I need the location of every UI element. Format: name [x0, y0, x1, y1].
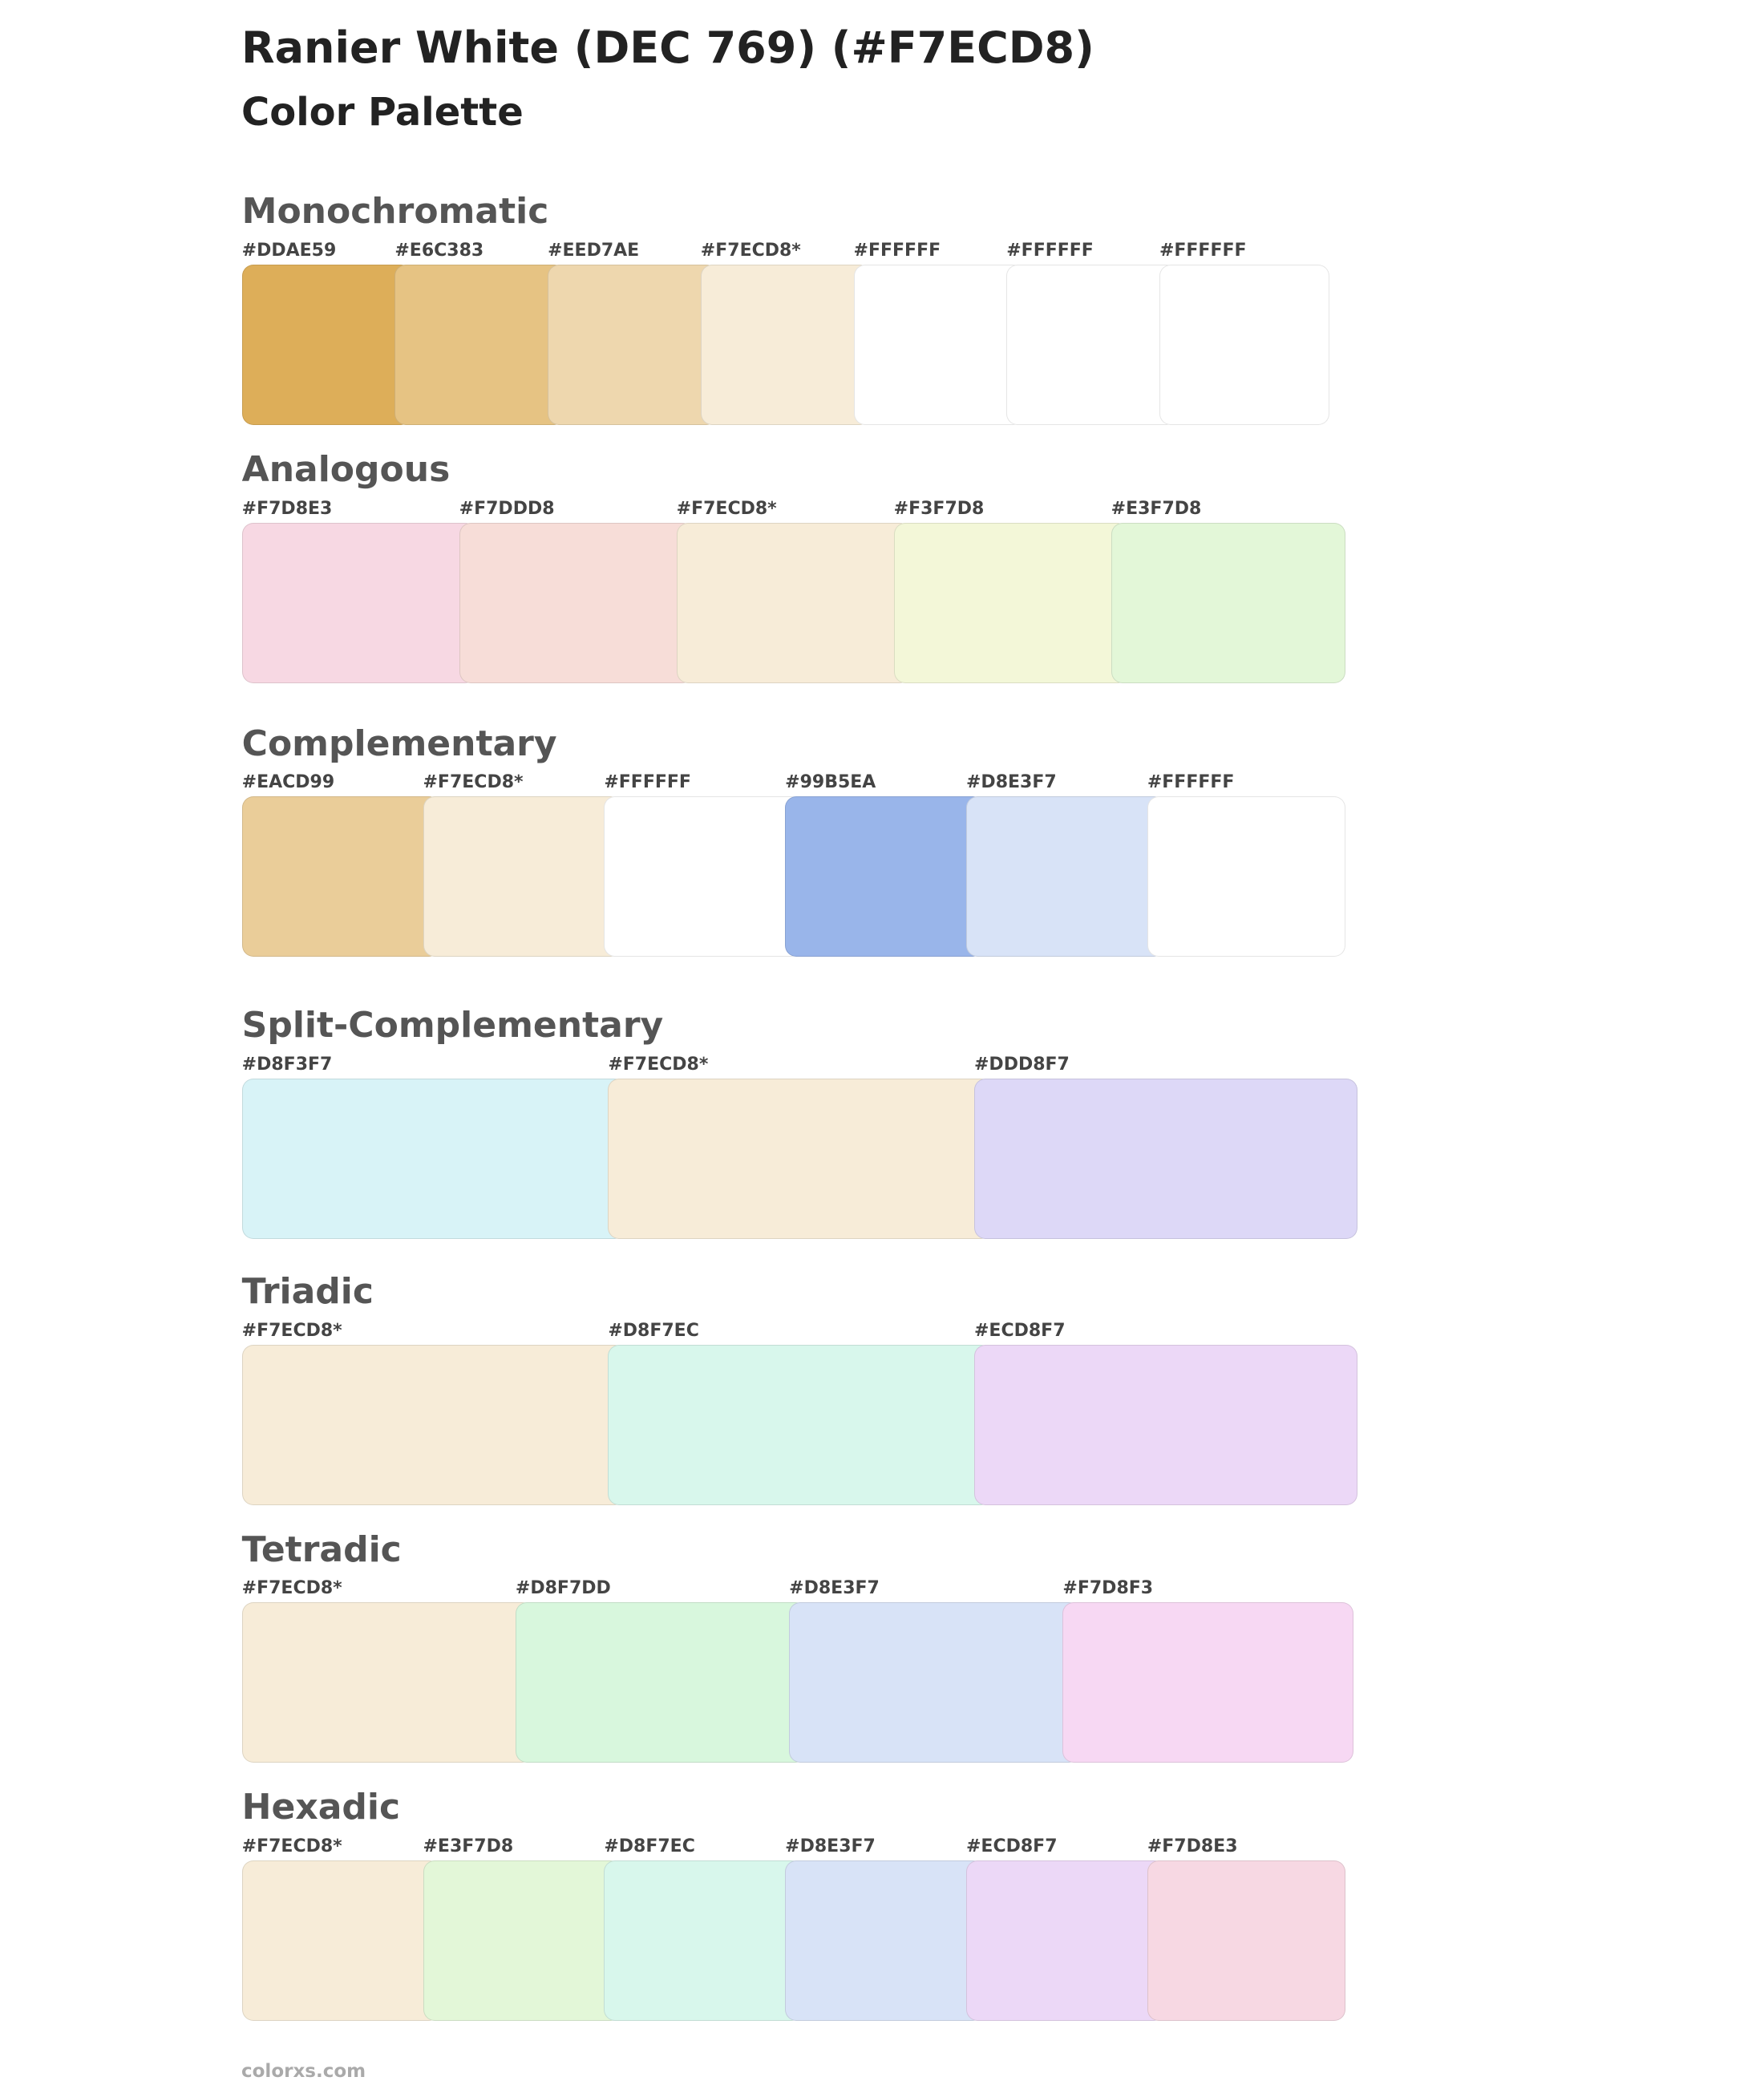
color-swatch: [241, 1344, 625, 1505]
swatch-label: #FFFFFF: [853, 241, 941, 261]
section-heading: Hexadic: [241, 1787, 401, 1828]
color-swatch: [700, 265, 872, 425]
color-swatch: [423, 1860, 621, 2021]
swatch-label: #99B5EA: [785, 772, 876, 793]
color-swatch: [1147, 796, 1346, 957]
color-swatch: [394, 265, 565, 425]
subtitle: Color Palette: [241, 90, 524, 135]
color-swatch: [608, 1344, 992, 1505]
title: Ranier White (DEC 769) (#F7ECD8): [241, 22, 1094, 73]
color-swatch: [1006, 265, 1177, 425]
swatch-label: #FFFFFF: [1147, 772, 1235, 793]
swatch-label: #F7ECD8*: [608, 1055, 709, 1075]
color-swatch: [459, 522, 694, 683]
swatch-label: #F7ECD8*: [700, 241, 801, 261]
color-swatch: [893, 522, 1129, 683]
color-swatch: [785, 796, 984, 957]
swatch-label: #FFFFFF: [1159, 241, 1247, 261]
section-heading: Triadic: [241, 1271, 374, 1312]
color-swatch: [608, 1079, 992, 1239]
swatch-label: #F7ECD8*: [241, 1836, 342, 1856]
swatch-label: #D8F3F7: [241, 1055, 333, 1075]
swatch-label: #FFFFFF: [604, 772, 691, 793]
color-swatch: [1147, 1860, 1346, 2021]
swatch-label: #F7DDD8: [459, 498, 555, 519]
color-swatch: [785, 1860, 984, 2021]
color-swatch: [604, 1860, 803, 2021]
color-swatch: [966, 1860, 1165, 2021]
color-swatch: [241, 265, 413, 425]
color-swatch: [548, 265, 718, 425]
swatch-label: #D8F7EC: [608, 1320, 699, 1341]
swatch-label: #E6C383: [394, 241, 484, 261]
color-swatch: [676, 522, 912, 683]
swatch-label: #EACD99: [241, 772, 335, 793]
color-swatch: [1111, 522, 1346, 683]
section-heading: Split-Complementary: [241, 1005, 664, 1047]
swatch-label: #F3F7D8: [893, 498, 985, 519]
color-swatch: [974, 1079, 1358, 1239]
color-swatch: [515, 1602, 807, 1763]
section-heading: Tetradic: [241, 1528, 402, 1570]
section-heading: Analogous: [241, 449, 451, 490]
swatch-label: #F7ECD8*: [423, 772, 524, 793]
swatch-label: #FFFFFF: [1006, 241, 1094, 261]
section-heading: Monochromatic: [241, 191, 549, 233]
swatch-label: #DDAE59: [241, 241, 337, 261]
color-swatch: [241, 1602, 533, 1763]
color-swatch: [1159, 265, 1330, 425]
color-swatch: [789, 1602, 1081, 1763]
color-swatch: [1062, 1602, 1354, 1763]
swatch-label: #F7D8F3: [1062, 1578, 1154, 1599]
swatch-label: #D8E3F7: [789, 1578, 880, 1599]
color-swatch: [853, 265, 1024, 425]
swatch-label: #E3F7D8: [1111, 498, 1202, 519]
swatch-label: #D8E3F7: [966, 772, 1057, 793]
color-swatch: [966, 796, 1165, 957]
color-swatch: [974, 1344, 1358, 1505]
color-swatch: [423, 796, 621, 957]
section-heading: Complementary: [241, 723, 557, 764]
swatch-label: #DDD8F7: [974, 1055, 1070, 1075]
swatch-label: #E3F7D8: [423, 1836, 514, 1856]
swatch-label: #F7ECD8*: [241, 1578, 342, 1599]
color-swatch: [241, 796, 441, 957]
swatch-label: #ECD8F7: [966, 1836, 1058, 1856]
swatch-label: #F7ECD8*: [676, 498, 777, 519]
color-swatch: [241, 1860, 441, 2021]
color-swatch: [604, 796, 803, 957]
swatch-label: #D8F7EC: [604, 1836, 695, 1856]
footer-link[interactable]: colorxs.com: [241, 2061, 366, 2082]
color-swatch: [241, 1079, 625, 1239]
swatch-label: #F7D8E3: [1147, 1836, 1238, 1856]
swatch-label: #ECD8F7: [974, 1320, 1066, 1341]
swatch-label: #D8F7DD: [515, 1578, 611, 1599]
color-swatch: [241, 522, 477, 683]
swatch-label: #EED7AE: [548, 241, 640, 261]
swatch-label: #F7D8E3: [241, 498, 333, 519]
swatch-label: #F7ECD8*: [241, 1320, 342, 1341]
swatch-label: #D8E3F7: [785, 1836, 876, 1856]
